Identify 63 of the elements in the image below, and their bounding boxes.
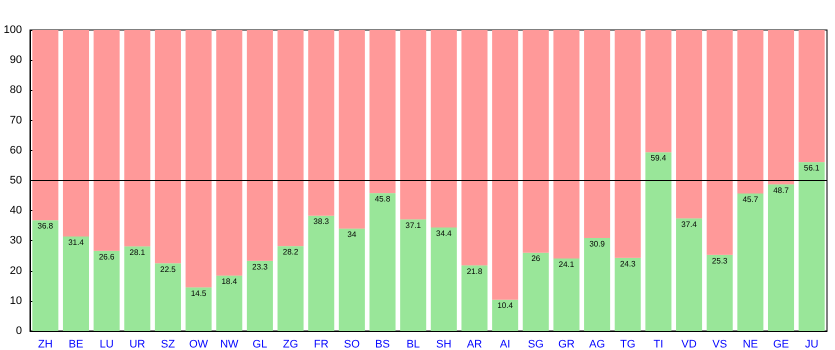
x-tick-label: VS [712, 338, 728, 350]
data-label: 45.8 [374, 194, 391, 204]
data-label: 48.7 [773, 186, 790, 195]
x-tick-label: SG [528, 338, 544, 350]
data-label: 36.8 [38, 222, 54, 231]
x-tick-label: ZH [38, 338, 53, 350]
data-label: 28.1 [130, 248, 146, 257]
x-tick-label: VD [681, 338, 697, 350]
y-tick-label: 30 [10, 234, 22, 247]
data-label: 14.5 [190, 288, 207, 298]
data-label: 21.8 [466, 266, 483, 276]
data-label: 26 [531, 254, 541, 264]
x-tick-label: OW [189, 338, 209, 350]
data-label: 37.4 [681, 220, 698, 229]
x-tick-label: GE [773, 338, 789, 350]
data-label: 30.9 [589, 239, 606, 248]
data-label: 59.4 [650, 154, 667, 163]
data-label: 18.4 [221, 277, 238, 286]
y-tick-label: 90 [10, 54, 22, 66]
data-label: 22.5 [160, 264, 176, 274]
y-tick-label: 10 [10, 294, 22, 307]
data-label: 56.1 [804, 164, 820, 173]
x-tick-label: AG [589, 338, 606, 350]
data-label: 45.7 [742, 194, 759, 204]
x-tick-label: SO [344, 338, 360, 350]
data-label: 23.3 [252, 262, 268, 272]
x-tick-label: TI [654, 338, 664, 350]
data-label: 37.1 [405, 220, 422, 230]
x-tick-label: NE [742, 338, 758, 350]
data-label: 25.3 [712, 256, 728, 266]
x-tick-label: FR [314, 338, 329, 350]
y-tick-label: 60 [10, 144, 22, 156]
x-tick-label: BS [375, 338, 390, 350]
x-tick-label: AI [500, 338, 510, 350]
y-tick-label: 20 [10, 264, 22, 277]
x-tick-label: LU [100, 338, 114, 350]
y-tick-label: 50 [10, 174, 22, 186]
data-label: 34 [347, 230, 357, 240]
x-tick-label: NW [220, 338, 240, 350]
x-tick-label: TG [620, 338, 636, 350]
x-tick-label: GL [252, 338, 268, 350]
data-label: 26.6 [98, 252, 115, 262]
data-label: 10.4 [497, 301, 514, 310]
data-label: 38.3 [313, 217, 330, 226]
y-tick-label: 0 [16, 325, 22, 337]
data-label: 24.3 [620, 259, 636, 268]
data-label: 31.4 [68, 238, 84, 247]
y-tick-label: 70 [10, 114, 22, 126]
data-label: 28.2 [282, 248, 299, 257]
y-tick-label: 40 [10, 204, 22, 217]
y-tick-label: 100 [4, 24, 22, 36]
data-label: 34.4 [436, 228, 452, 238]
x-tick-label: JU [804, 338, 818, 350]
data-label: 24.1 [558, 260, 575, 269]
x-tick-label: BL [406, 338, 420, 350]
x-tick-label: SZ [160, 338, 176, 350]
x-tick-label: UR [129, 338, 146, 350]
x-tick-label: SH [436, 338, 452, 350]
x-tick-label: AR [466, 338, 482, 350]
x-tick-label: ZG [282, 338, 298, 350]
x-tick-label: GR [558, 338, 575, 350]
x-tick-label: BE [68, 338, 84, 350]
y-tick-label: 80 [10, 84, 22, 96]
